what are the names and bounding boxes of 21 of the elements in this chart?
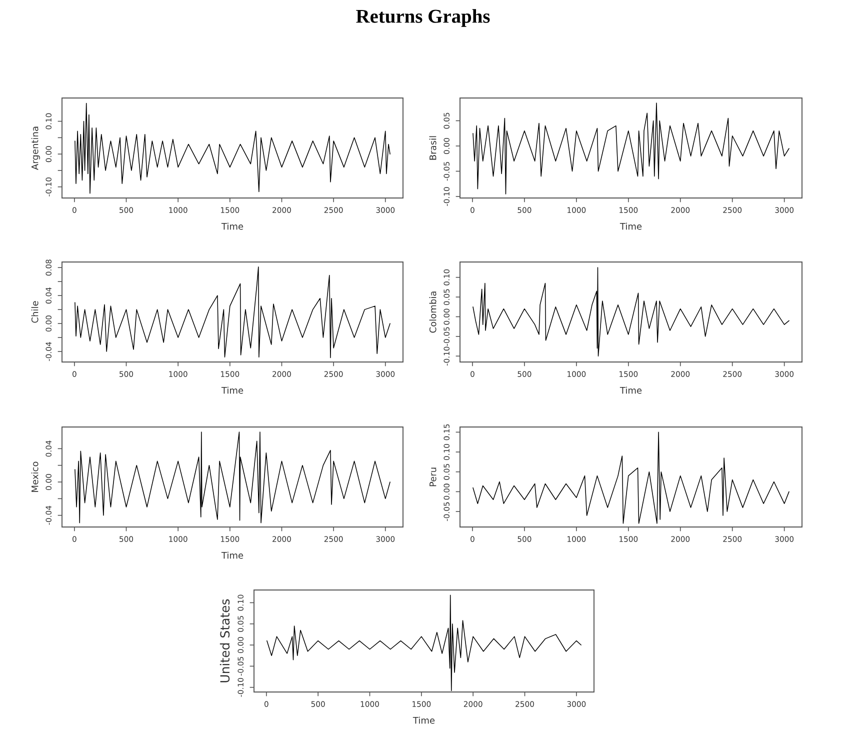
x-axis-title: Time <box>620 222 642 230</box>
y-axis-title: Mexico <box>31 462 38 492</box>
x-axis-title: Time <box>221 386 244 394</box>
x-axis-title: Time <box>221 552 244 559</box>
line-series <box>472 102 790 194</box>
y-axis-title: Peru <box>430 468 436 486</box>
x-axis-title: Time <box>221 222 244 230</box>
x-axis-title: Time <box>412 716 435 724</box>
y-axis-title: Argentina <box>31 126 40 170</box>
line-series <box>472 432 790 524</box>
y-axis-title: Brasil <box>429 136 436 160</box>
line-series <box>74 432 390 524</box>
chart-title: Returns Graphs <box>356 9 490 27</box>
x-axis-title: Time <box>620 386 642 394</box>
y-axis-title: Chile <box>31 301 38 323</box>
line-series <box>472 267 790 356</box>
y-axis-title: United States <box>220 599 230 682</box>
line-series <box>266 594 582 692</box>
y-axis-title: Colombia <box>429 292 436 333</box>
line-series <box>74 102 390 194</box>
line-series <box>74 266 390 358</box>
